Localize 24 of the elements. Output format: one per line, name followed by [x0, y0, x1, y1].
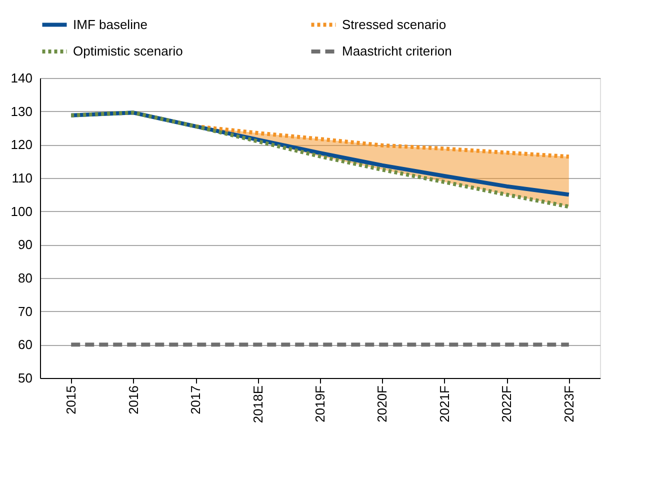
x-tick-label: 2021F [436, 385, 452, 422]
y-tick-label: 80 [18, 270, 32, 286]
y-tick-label: 140 [10, 70, 32, 86]
legend-label: Optimistic scenario [73, 44, 183, 58]
x-tick-label: 2015 [64, 386, 79, 414]
x-tick-label: 2018E [250, 385, 266, 424]
x-tick-label: 2017 [188, 386, 204, 414]
y-tick-label: 100 [10, 204, 32, 219]
x-tick-label: 2022F [499, 385, 514, 422]
y-tick-label: 110 [12, 170, 32, 186]
x-tick-label: 2020F [374, 385, 390, 422]
x-tick-label: 2023F [561, 385, 576, 422]
legend-label: Maastricht criterion [342, 44, 452, 58]
x-tick-label: 2019F [312, 385, 328, 422]
legend-label: Stressed scenario [342, 16, 446, 32]
y-tick-label: 120 [10, 137, 32, 152]
y-tick-label: 70 [18, 304, 32, 319]
y-tick-label: 60 [18, 337, 32, 352]
x-tick-label: 2016 [126, 386, 141, 414]
legend-label: IMF baseline [73, 16, 148, 32]
y-tick-label: 90 [18, 237, 32, 252]
y-tick-label: 130 [10, 104, 32, 119]
line-series [194, 124, 571, 159]
y-tick-label: 50 [18, 370, 32, 386]
